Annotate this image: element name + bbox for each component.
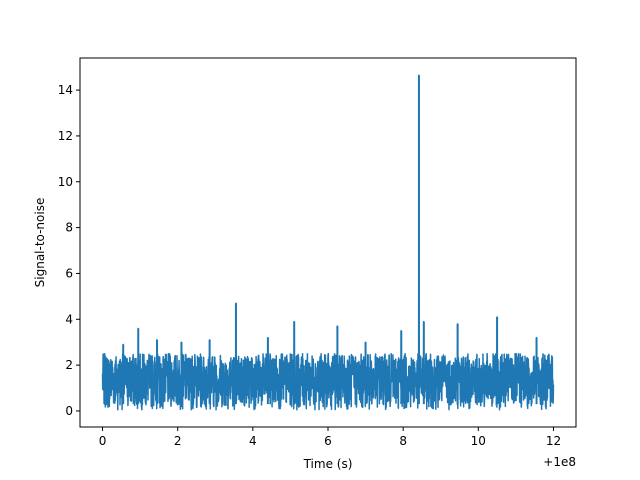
y-tick-label: 2 xyxy=(65,358,73,372)
x-axis-label: Time (s) xyxy=(303,457,353,471)
y-tick-label: 12 xyxy=(58,129,73,143)
x-axis-ticks: 0 2 4 6 8 10 12 xyxy=(99,427,561,448)
x-axis-offset-label: +1e8 xyxy=(543,455,576,469)
plot-area xyxy=(101,74,555,411)
y-tick-label: 0 xyxy=(65,404,73,418)
y-tick-label: 10 xyxy=(58,175,73,189)
x-tick-label: 2 xyxy=(174,434,182,448)
x-tick-label: 6 xyxy=(324,434,332,448)
y-tick-label: 14 xyxy=(58,83,73,97)
x-tick-label: 8 xyxy=(399,434,407,448)
x-tick-label: 0 xyxy=(99,434,107,448)
y-axis-label: Signal-to-noise xyxy=(33,198,47,288)
y-tick-label: 8 xyxy=(65,221,73,235)
x-tick-label: 12 xyxy=(546,434,561,448)
x-tick-label: 10 xyxy=(471,434,486,448)
x-tick-label: 4 xyxy=(249,434,257,448)
y-tick-label: 4 xyxy=(65,312,73,326)
y-axis-ticks: 0 2 4 6 8 10 12 14 xyxy=(58,83,80,418)
y-tick-label: 6 xyxy=(65,266,73,280)
snr-series-line xyxy=(101,74,555,411)
